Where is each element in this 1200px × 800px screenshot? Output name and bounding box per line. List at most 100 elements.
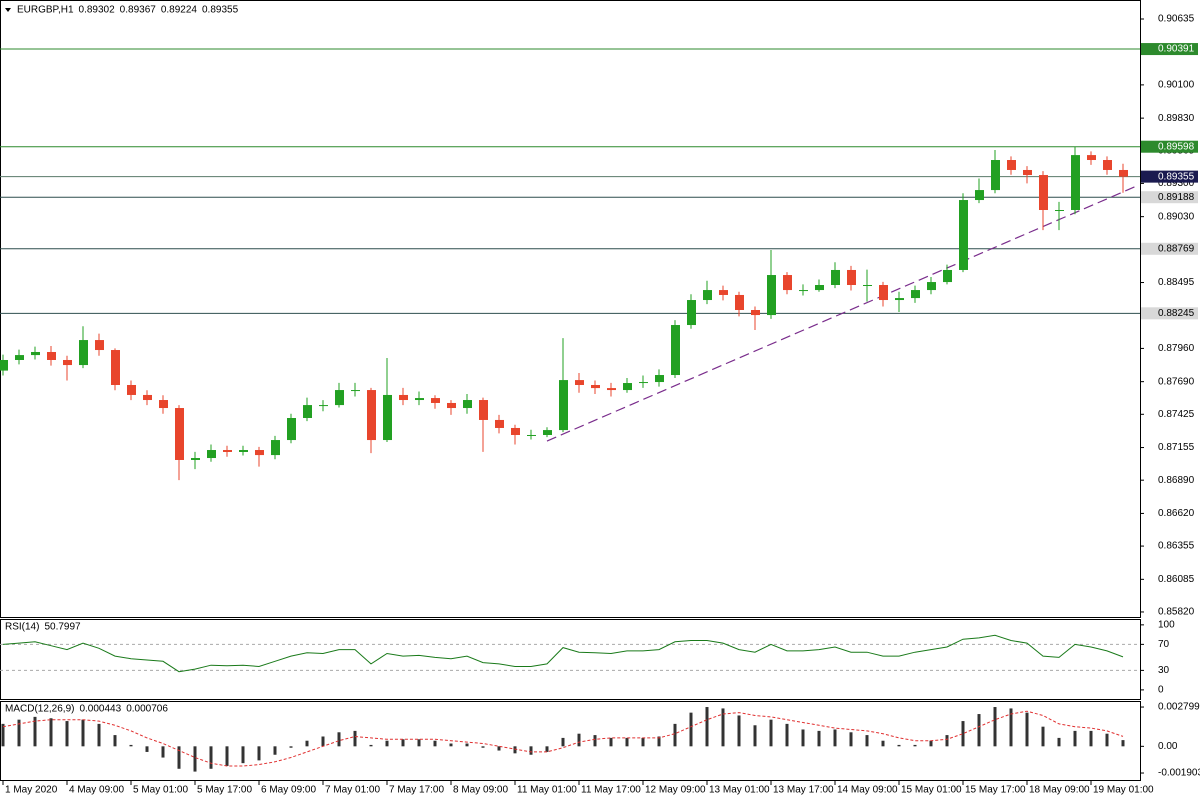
macd-bar xyxy=(913,744,917,747)
macd-bar xyxy=(705,707,709,747)
macd-bar xyxy=(625,737,629,747)
macd-bar xyxy=(177,746,181,769)
macd-bar xyxy=(945,735,949,747)
symbol-title: EURGBP,H1 xyxy=(17,5,74,16)
menu-arrow[interactable] xyxy=(5,8,11,12)
x-tick-label: 19 May 01:00 xyxy=(1093,785,1154,796)
candle-body xyxy=(207,450,216,459)
candle-body xyxy=(991,160,1000,191)
candle-body xyxy=(575,380,584,385)
macd-bar xyxy=(433,740,437,747)
macd-bar xyxy=(865,735,869,747)
level-price-label: 0.88769 xyxy=(1158,243,1195,254)
candle-body xyxy=(319,405,328,407)
macd-bar xyxy=(881,740,885,747)
macd-bar xyxy=(993,707,997,747)
y-tick-label: 0.87155 xyxy=(1158,442,1195,453)
candle-body xyxy=(623,383,632,391)
candle-body xyxy=(191,458,200,460)
macd-bar xyxy=(81,719,85,747)
macd-bar xyxy=(737,715,741,747)
candle-body xyxy=(143,394,152,401)
candle-body xyxy=(127,384,136,395)
macd-bar xyxy=(849,732,853,747)
macd-bar xyxy=(1041,726,1045,747)
x-tick-label: 14 May 09:00 xyxy=(837,785,898,796)
x-tick-label: 8 May 09:00 xyxy=(453,785,508,796)
macd-bar xyxy=(369,744,373,747)
x-tick-label: 4 May 09:00 xyxy=(69,785,124,796)
macd-bar xyxy=(577,733,581,747)
macd-bar xyxy=(129,744,133,747)
macd-bar xyxy=(481,746,485,748)
macd-bar xyxy=(929,740,933,747)
candle-body xyxy=(959,200,968,270)
candle-body xyxy=(591,384,600,389)
macd-bar xyxy=(497,746,501,751)
candle-body xyxy=(783,275,792,291)
macd-bar xyxy=(353,730,357,747)
macd-bar xyxy=(513,746,517,754)
candle-body xyxy=(255,450,264,456)
macd-bar xyxy=(321,736,325,747)
candle-body xyxy=(223,450,232,452)
y-tick-label: 0.89830 xyxy=(1158,113,1195,124)
macd-bar xyxy=(273,746,277,755)
candle-body xyxy=(1039,175,1048,211)
candle-body xyxy=(271,440,280,456)
candle-body xyxy=(607,388,616,391)
level-price-label: 0.90391 xyxy=(1158,44,1195,55)
macd-bar xyxy=(417,739,421,747)
macd-bar xyxy=(17,719,21,747)
candle-body xyxy=(559,380,568,431)
last-high: 0.89367 xyxy=(120,5,157,16)
candle-body xyxy=(655,375,664,383)
x-tick-label: 7 May 17:00 xyxy=(389,785,444,796)
candle-body xyxy=(463,400,472,409)
level-price-box xyxy=(1141,43,1198,56)
macd-bar xyxy=(689,712,693,747)
macd-bar xyxy=(593,735,597,747)
macd-bar xyxy=(1,723,5,747)
candle-body xyxy=(495,419,504,428)
x-tick-label: 1 May 2020 xyxy=(5,785,58,796)
y-tick-label: 0.89300 xyxy=(1158,178,1195,189)
candle-body xyxy=(879,285,888,301)
macd-bar xyxy=(465,743,469,747)
candle-body xyxy=(1087,155,1096,161)
x-tick-label: 18 May 09:00 xyxy=(1029,785,1090,796)
candle-body xyxy=(1023,169,1032,176)
candle-body xyxy=(287,417,296,441)
x-tick-label: 5 May 01:00 xyxy=(133,785,188,796)
macd-bar xyxy=(193,746,197,772)
macd-bar xyxy=(609,737,613,747)
indicator-title: RSI(14) xyxy=(5,622,39,633)
candle-body xyxy=(1055,210,1064,212)
y-tick-label: 0.88495 xyxy=(1158,277,1195,288)
candle-body xyxy=(527,434,536,436)
macd-bar xyxy=(305,740,309,747)
level-price-box xyxy=(1141,140,1198,153)
macd-bar xyxy=(769,719,773,747)
level-price-box xyxy=(1141,170,1198,183)
candle-body xyxy=(831,269,840,286)
signal-value: 0.000706 xyxy=(126,704,168,715)
candle-body xyxy=(239,450,248,452)
candle-body xyxy=(159,400,168,409)
macd-bar xyxy=(289,746,293,748)
macd-bar xyxy=(785,723,789,747)
y-tick-label: 0.87425 xyxy=(1158,409,1195,420)
level-price-label: 0.89188 xyxy=(1158,192,1195,203)
macd-bar xyxy=(145,746,149,752)
indicator-value: 50.7997 xyxy=(44,622,81,633)
macd-bar xyxy=(241,746,245,764)
candle-body xyxy=(0,359,8,371)
y-tick-label: 0 xyxy=(1158,685,1164,696)
y-tick-label: 0.86620 xyxy=(1158,508,1195,519)
candle-body xyxy=(671,325,680,376)
candle-body xyxy=(479,400,488,420)
candle-body xyxy=(383,394,392,441)
candle-body xyxy=(303,405,312,418)
y-tick-label: 0.00 xyxy=(1158,741,1178,752)
